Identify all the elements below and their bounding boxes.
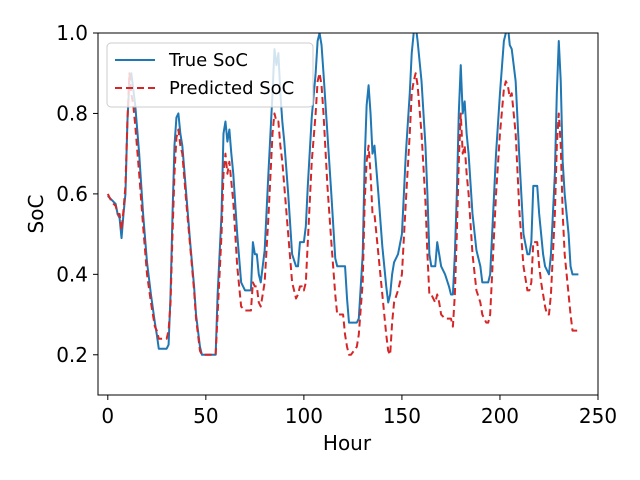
x-axis-title: Hour xyxy=(323,431,372,455)
legend-box xyxy=(106,42,314,108)
y-tick-label: 0.6 xyxy=(56,182,88,206)
x-tick-label: 250 xyxy=(579,404,617,428)
legend: True SoC Predicted SoC xyxy=(106,42,314,108)
x-tick-label: 0 xyxy=(101,404,114,428)
axes-frame xyxy=(97,32,599,396)
series-line-predicted-soc xyxy=(106,72,579,356)
axes: 0 50 100 150 200 250 0.2 0.4 0.6 0.8 1.0 xyxy=(56,21,617,428)
y-tick-label: 0.8 xyxy=(56,101,88,125)
y-tick-label: 0.2 xyxy=(56,343,88,367)
x-tick-label: 50 xyxy=(193,404,218,428)
x-tick-label: 200 xyxy=(481,404,519,428)
y-tick-label: 0.4 xyxy=(56,262,88,286)
legend-predicted-soc-label: Predicted SoC xyxy=(169,78,294,99)
x-tick-label: 100 xyxy=(285,404,323,428)
x-tick-label: 150 xyxy=(383,404,421,428)
plot-area xyxy=(106,33,579,356)
y-axis-title: SoC xyxy=(24,195,48,234)
legend-true-soc-label: True SoC xyxy=(168,50,248,71)
y-tick-label: 1.0 xyxy=(56,21,88,45)
